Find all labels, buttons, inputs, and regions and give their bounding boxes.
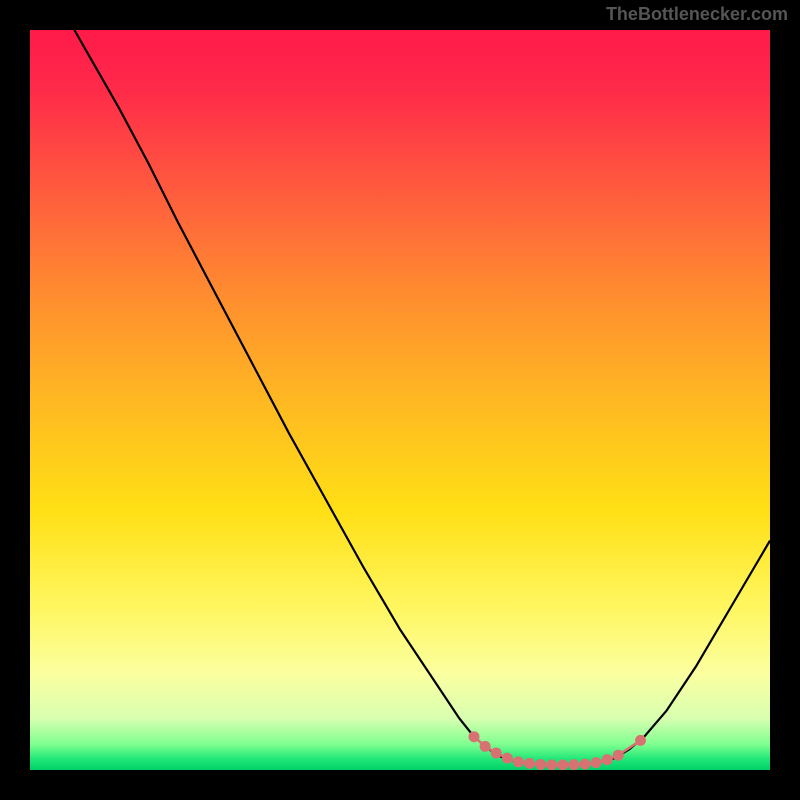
marker-dot	[557, 759, 568, 770]
curve-layer	[30, 30, 770, 770]
marker-dot	[580, 759, 591, 770]
bottleneck-curve	[74, 30, 770, 765]
marker-dot	[502, 753, 513, 764]
marker-dot	[546, 759, 557, 770]
marker-dot	[535, 759, 546, 770]
marker-dot	[591, 757, 602, 768]
marker-dot	[524, 758, 535, 769]
marker-dot	[635, 735, 646, 746]
marker-dot	[513, 756, 524, 767]
marker-dot	[491, 747, 502, 758]
marker-dot	[613, 750, 624, 761]
marker-dot	[568, 759, 579, 770]
marker-dot	[480, 741, 491, 752]
marker-dot	[602, 754, 613, 765]
watermark-text: TheBottlenecker.com	[606, 4, 788, 25]
marker-dot	[469, 731, 480, 742]
plot-area	[30, 30, 770, 770]
